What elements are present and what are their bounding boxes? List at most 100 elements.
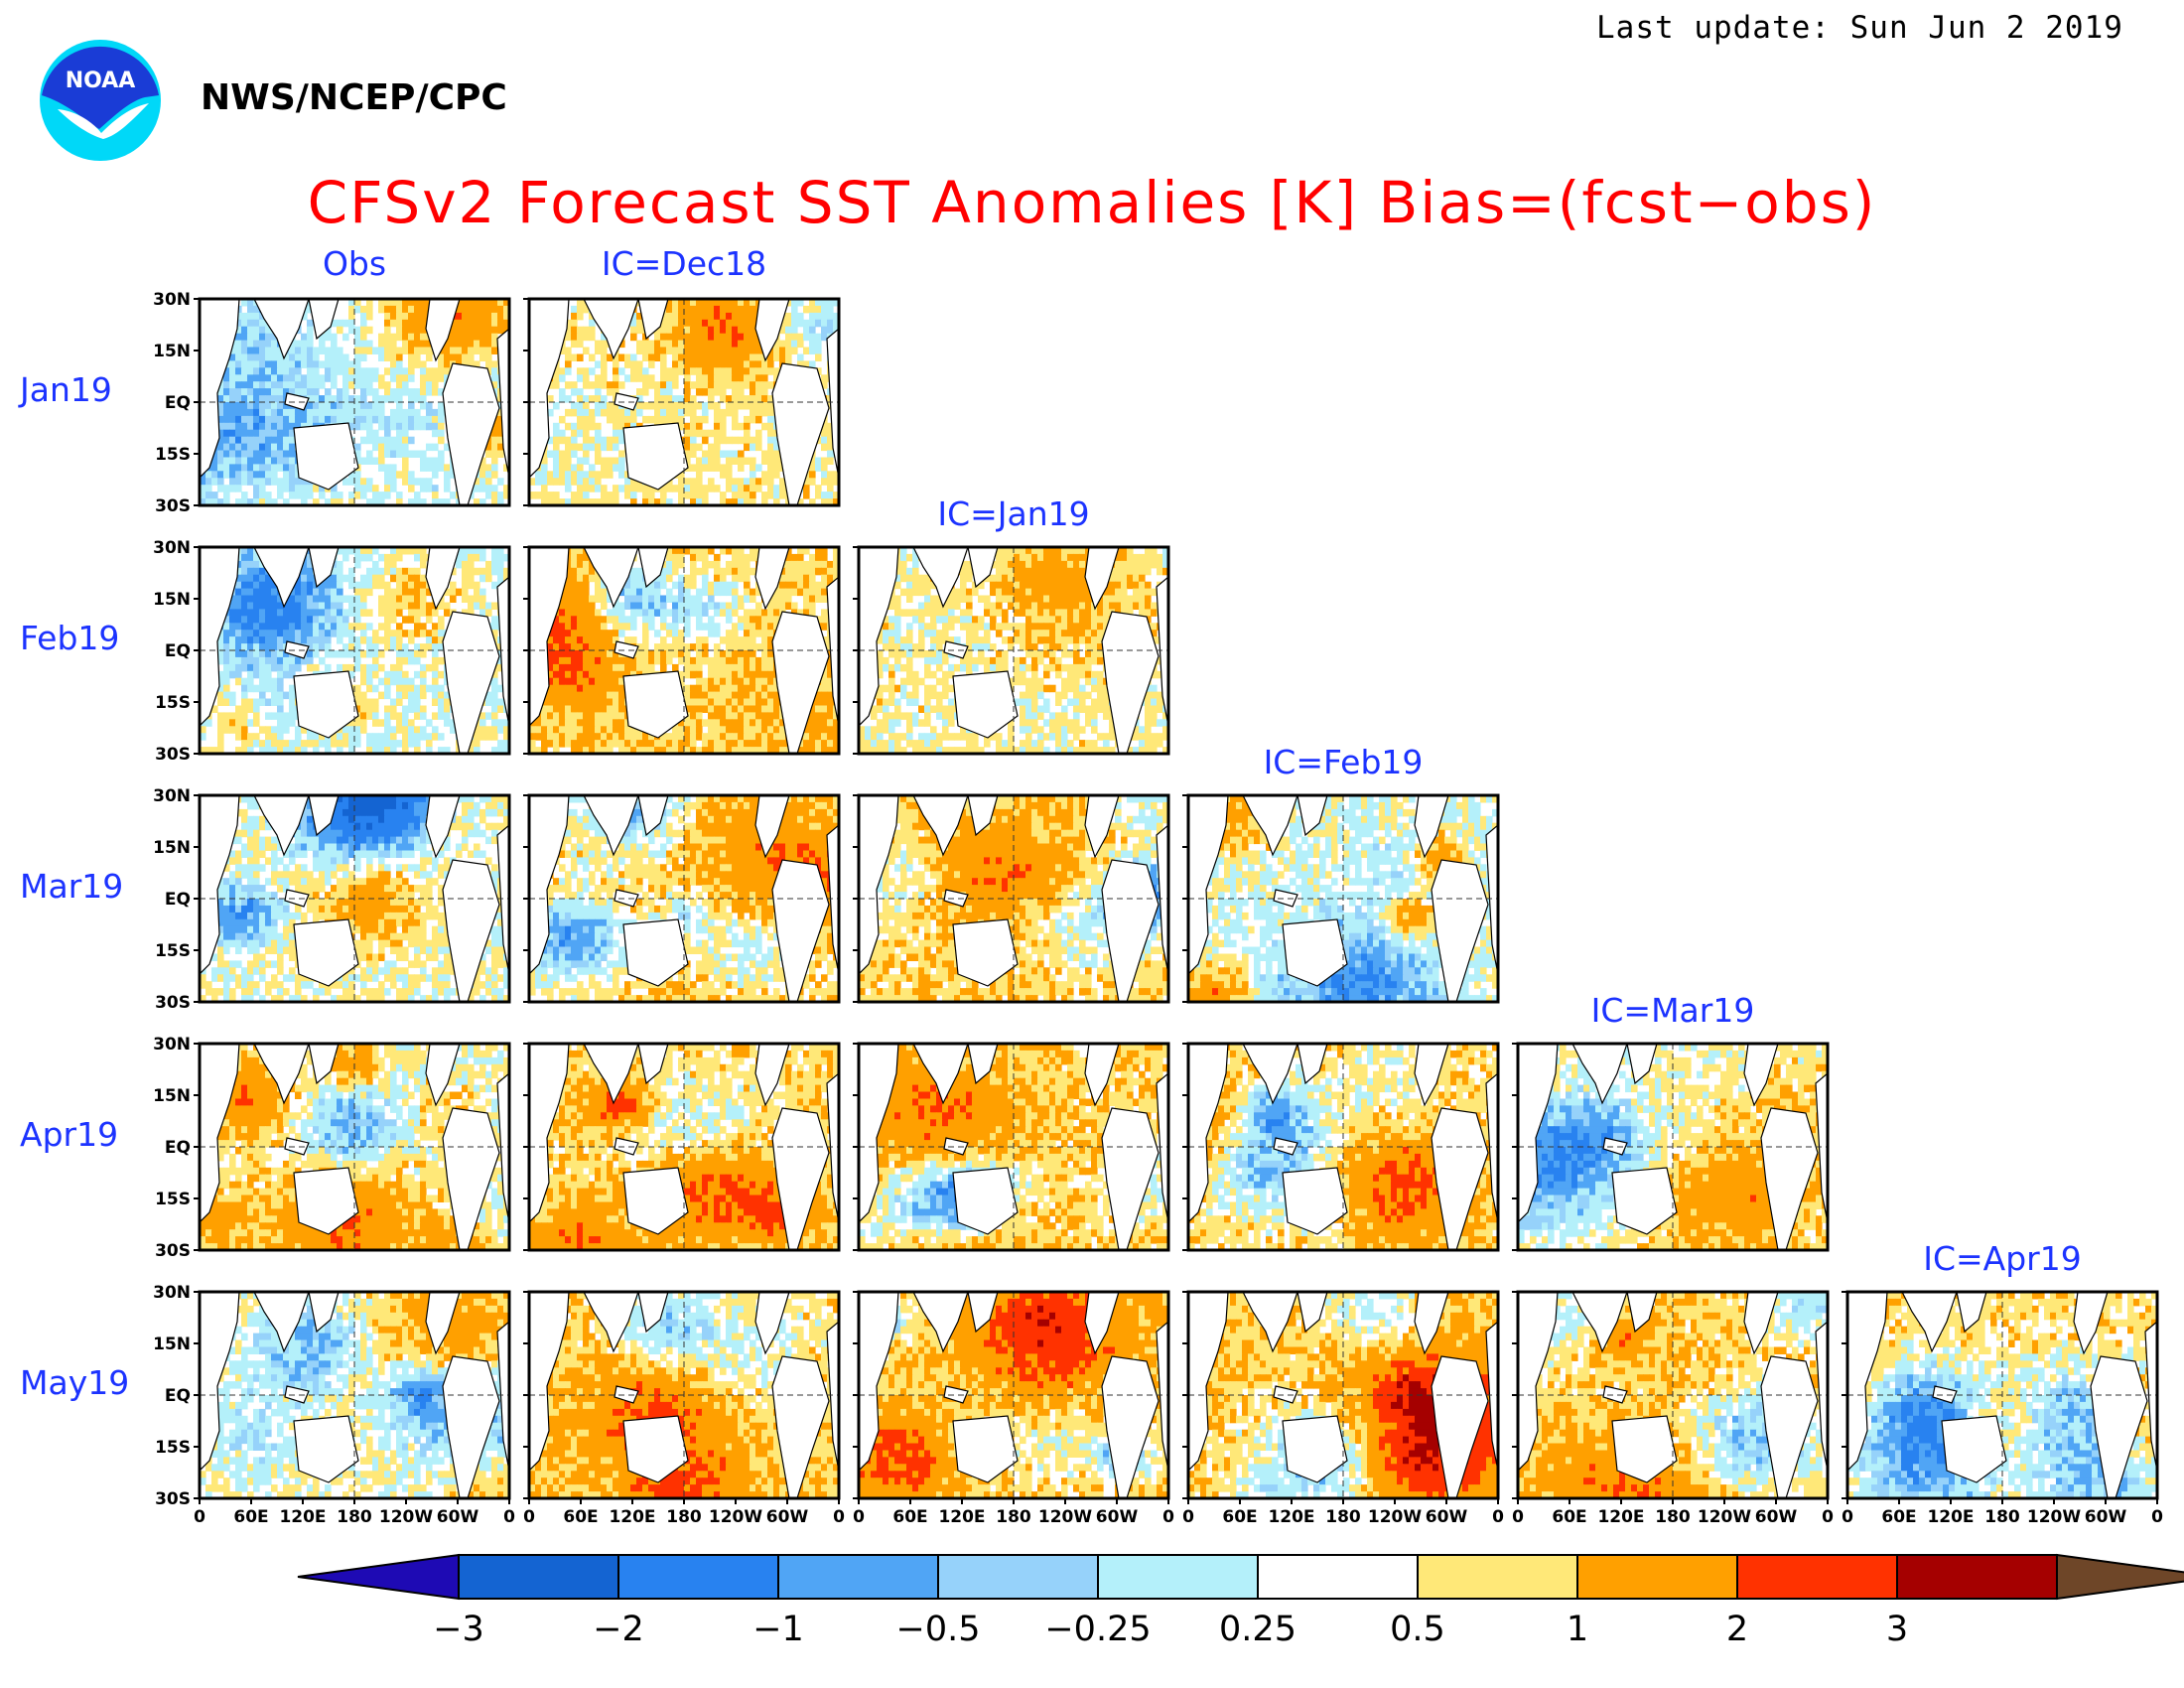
figure-title: CFSv2 Forecast SST Anomalies [K] Bias=(f…: [0, 169, 2184, 236]
coastline: [284, 392, 310, 411]
colorbar-tick-label: −0.25: [1044, 1610, 1151, 1649]
lat-tick-label: 30S: [155, 745, 191, 765]
coastline: [284, 1137, 310, 1156]
coastline: [1743, 1292, 1779, 1355]
coastline: [308, 299, 340, 341]
lon-tick-label: 180: [666, 1507, 702, 1527]
coastline: [622, 670, 689, 739]
coastline: [284, 640, 310, 659]
lon-tick-label: 180: [1655, 1507, 1691, 1527]
coastline: [1847, 1292, 1888, 1472]
noaa-logo-text: NOAA: [66, 69, 136, 93]
coastline: [637, 1292, 669, 1334]
coastline: [1956, 1292, 1987, 1334]
coastline: [425, 1044, 461, 1107]
coastline: [1156, 576, 1168, 727]
lat-tick-label: EQ: [165, 393, 191, 413]
sst-anomaly-panel: [523, 545, 841, 756]
lat-tick-label: 30N: [153, 538, 191, 558]
coastline: [496, 1321, 509, 1472]
lon-tick-label: 180: [1984, 1507, 2020, 1527]
coastline: [1414, 1292, 1449, 1355]
lon-tick-label: 60E: [563, 1507, 598, 1527]
column-header: IC=Feb19: [1186, 743, 1500, 781]
row-label: May19: [20, 1363, 129, 1402]
coastline: [1743, 1044, 1779, 1107]
row-label: Apr19: [20, 1115, 118, 1154]
lat-tick-label: 15S: [155, 1438, 191, 1458]
coastline: [583, 1292, 639, 1353]
colorbar-segment: [1417, 1554, 1578, 1600]
coastline: [253, 795, 310, 857]
sst-anomaly-panel: 0 60E 120E 180 120W 60W 0: [1512, 1290, 1834, 1527]
coastline: [200, 299, 240, 479]
row-label: Mar19: [20, 867, 123, 906]
sst-anomaly-panel: [1512, 1042, 1830, 1252]
lon-tick-label: 60E: [1222, 1507, 1257, 1527]
coastline: [2144, 1321, 2157, 1472]
coastline: [771, 362, 830, 505]
sst-anomaly-panel: [1182, 793, 1500, 1004]
coastline: [912, 1292, 969, 1353]
lon-tick-label: 0: [1822, 1507, 1834, 1527]
lon-tick-label: 180: [1325, 1507, 1361, 1527]
coastline: [826, 1321, 839, 1472]
lon-tick-label: 120W: [709, 1507, 762, 1527]
coastline: [529, 1044, 570, 1223]
lat-tick-label: 30S: [155, 496, 191, 516]
coastline: [583, 1044, 639, 1105]
lon-tick-label: 0: [1492, 1507, 1504, 1527]
coastline: [826, 824, 839, 975]
coastline: [967, 547, 999, 589]
coastline: [200, 1292, 240, 1472]
coastline: [1431, 1355, 1489, 1498]
colorbar-segment: [777, 1554, 939, 1600]
coastline: [200, 547, 240, 727]
coastline: [614, 1385, 639, 1404]
coastline: [1188, 1044, 1229, 1223]
coastline: [442, 1107, 500, 1250]
lat-tick-label: 15N: [153, 1086, 191, 1106]
coastline: [771, 1107, 830, 1250]
coastline: [1297, 1292, 1328, 1334]
lon-tick-label: 120E: [1597, 1507, 1644, 1527]
coastline: [859, 1292, 899, 1472]
coastline: [614, 640, 639, 659]
coastline: [425, 1292, 461, 1355]
lat-tick-label: 30N: [153, 786, 191, 806]
coastline: [425, 299, 461, 362]
lat-tick-label: EQ: [165, 890, 191, 910]
lat-tick-label: 30N: [153, 290, 191, 310]
lon-tick-label: 120W: [1368, 1507, 1422, 1527]
coastline: [1611, 1415, 1678, 1483]
colorbar-segment: [1736, 1554, 1898, 1600]
column-header: IC=Dec18: [527, 244, 841, 283]
coastline: [967, 1292, 999, 1334]
coastline: [200, 1044, 240, 1223]
column-header: Obs: [198, 244, 511, 283]
coastline: [1242, 1292, 1298, 1353]
coastline: [754, 299, 790, 362]
sst-anomaly-panel: [523, 297, 841, 507]
lat-tick-label: 15N: [153, 590, 191, 610]
sst-anomaly-panel: [853, 793, 1170, 1004]
coastline: [1626, 1292, 1658, 1334]
column-header: IC=Mar19: [1516, 991, 1830, 1030]
coastline: [912, 1044, 969, 1105]
coastline: [754, 547, 790, 611]
coastline: [496, 328, 509, 479]
coastline: [1101, 1355, 1160, 1498]
anomaly-field: [1847, 1292, 2157, 1498]
coastline: [1571, 1292, 1628, 1353]
sst-anomaly-panel: 30N 15N EQ 15S 30S: [153, 786, 511, 1013]
sst-anomaly-panel: [523, 1042, 841, 1252]
coastline: [1101, 1107, 1160, 1250]
sst-anomaly-panel: [523, 793, 841, 1004]
sst-anomaly-panel: 0 60E 120E 180 120W 60W 0: [523, 1290, 845, 1527]
coastline: [200, 795, 240, 975]
coastline: [1431, 859, 1489, 1002]
coastline: [1485, 1072, 1498, 1223]
coastline: [859, 1044, 899, 1223]
